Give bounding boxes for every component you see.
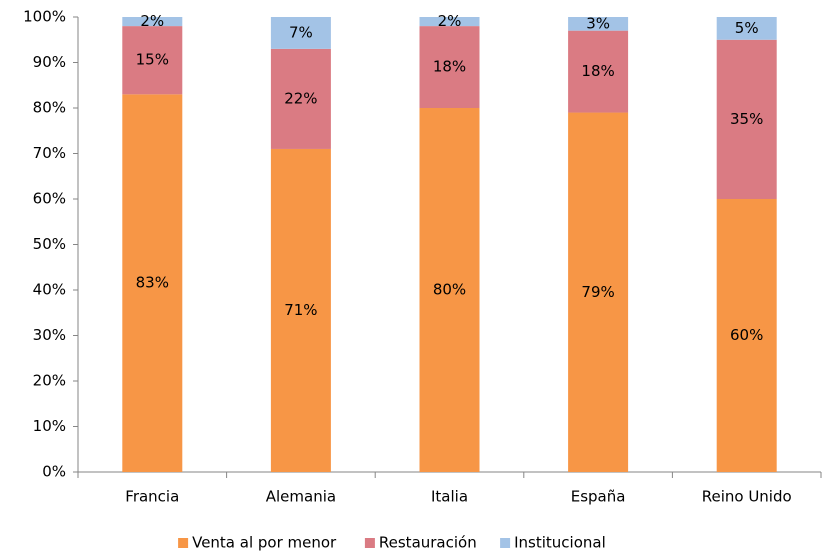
y-tick-label: 100% [23,8,66,26]
data-label: 2% [438,12,462,30]
data-label: 22% [284,89,317,107]
bar-segment [568,112,629,473]
legend-label: Venta al por menor [192,534,337,552]
y-tick-label: 40% [33,281,66,299]
y-tick-label: 80% [33,99,66,117]
y-tick-label: 30% [33,326,66,344]
x-tick-label: Francia [125,488,179,506]
bar-segment [419,108,480,472]
data-label: 71% [284,301,317,319]
y-tick-label: 90% [33,53,66,71]
data-label: 60% [730,326,763,344]
data-label: 83% [136,274,169,292]
y-tick-label: 20% [33,372,66,390]
x-tick-label: Reino Unido [702,488,792,506]
bar-segment [568,17,629,31]
bar-segment [716,199,777,472]
legend-swatch [500,538,511,548]
data-label: 80% [433,281,466,299]
bar-segment [122,17,183,27]
data-label: 7% [289,23,313,41]
x-tick-label: España [571,488,626,506]
data-label: 79% [581,283,614,301]
bar-segment [122,26,183,95]
bar-segment [716,17,777,40]
data-label: 18% [433,58,466,76]
data-label: 18% [581,62,614,80]
bar-segment [122,94,183,472]
data-label: 3% [586,14,610,32]
data-label: 35% [730,110,763,128]
y-tick-label: 0% [42,463,66,481]
y-tick-label: 10% [33,417,66,435]
data-label: 5% [735,19,759,37]
data-label: 15% [136,51,169,69]
data-label: 2% [140,12,164,30]
bar-segment [270,48,331,149]
x-tick-label: Alemania [266,488,336,506]
y-tick-label: 60% [33,190,66,208]
y-tick-label: 70% [33,144,66,162]
bar-segment [419,26,480,109]
bar-segment [270,17,331,49]
legend-swatch [178,538,189,548]
bar-segment [270,148,331,472]
bar-segment [716,39,777,199]
bar-segment [419,17,480,27]
bar-segment [568,30,629,113]
legend-label: Institucional [514,534,606,552]
legend-swatch [364,538,375,548]
legend-label: Restauración [379,534,477,552]
y-tick-label: 50% [33,235,66,253]
x-tick-label: Italia [431,488,468,506]
